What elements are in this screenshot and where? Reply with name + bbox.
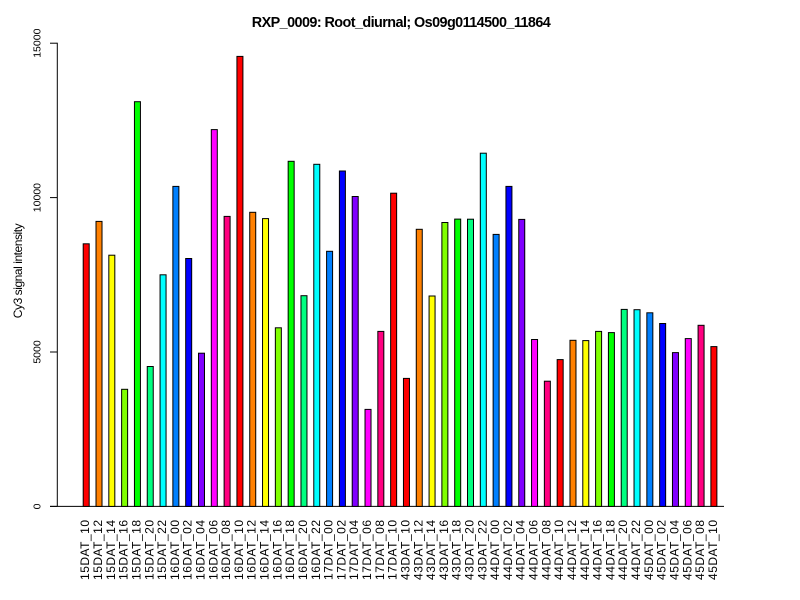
svg-text:44DAT_12: 44DAT_12 [565,520,579,580]
svg-text:16DAT_04: 16DAT_04 [193,520,207,580]
svg-text:15DAT_12: 15DAT_12 [91,520,105,580]
svg-text:15DAT_18: 15DAT_18 [129,520,143,580]
svg-text:16DAT_22: 16DAT_22 [309,520,323,580]
svg-text:16DAT_18: 16DAT_18 [283,520,297,580]
svg-text:44DAT_20: 44DAT_20 [616,520,630,580]
svg-text:Cy3 signal intensity: Cy3 signal intensity [11,223,25,318]
svg-text:44DAT_06: 44DAT_06 [527,520,541,580]
svg-text:45DAT_10: 45DAT_10 [706,520,720,580]
svg-text:17DAT_06: 17DAT_06 [360,520,374,580]
svg-text:16DAT_16: 16DAT_16 [270,520,284,580]
svg-text:17DAT_08: 17DAT_08 [373,520,387,580]
svg-text:17DAT_00: 17DAT_00 [322,520,336,580]
svg-text:17DAT_02: 17DAT_02 [334,520,348,580]
svg-text:15DAT_10: 15DAT_10 [78,520,92,580]
svg-text:16DAT_02: 16DAT_02 [181,520,195,580]
svg-text:44DAT_10: 44DAT_10 [552,520,566,580]
svg-text:16DAT_00: 16DAT_00 [168,520,182,580]
svg-text:44DAT_22: 44DAT_22 [629,520,643,580]
svg-text:16DAT_12: 16DAT_12 [245,520,259,580]
svg-text:44DAT_14: 44DAT_14 [578,520,592,580]
svg-text:44DAT_16: 44DAT_16 [591,520,605,580]
svg-text:44DAT_04: 44DAT_04 [514,520,528,580]
svg-text:45DAT_00: 45DAT_00 [642,520,656,580]
svg-text:16DAT_14: 16DAT_14 [258,520,272,580]
svg-text:44DAT_08: 44DAT_08 [539,520,553,580]
svg-text:45DAT_08: 45DAT_08 [693,520,707,580]
svg-text:43DAT_20: 43DAT_20 [463,520,477,580]
svg-text:44DAT_18: 44DAT_18 [603,520,617,580]
svg-text:0: 0 [31,503,43,509]
svg-text:45DAT_02: 45DAT_02 [655,520,669,580]
svg-text:43DAT_22: 43DAT_22 [475,520,489,580]
svg-text:45DAT_04: 45DAT_04 [667,520,681,580]
svg-text:45DAT_06: 45DAT_06 [680,520,694,580]
svg-text:RXP_0009: Root_diurnal; Os09g0: RXP_0009: Root_diurnal; Os09g0114500_118… [252,15,551,31]
svg-text:43DAT_16: 43DAT_16 [437,520,451,580]
svg-text:16DAT_20: 16DAT_20 [296,520,310,580]
svg-text:43DAT_18: 43DAT_18 [450,520,464,580]
svg-text:17DAT_10: 17DAT_10 [386,520,400,580]
svg-text:17DAT_04: 17DAT_04 [347,520,361,580]
svg-text:15DAT_22: 15DAT_22 [155,520,169,580]
svg-text:16DAT_10: 16DAT_10 [232,520,246,580]
svg-text:15DAT_14: 15DAT_14 [104,520,118,580]
svg-text:43DAT_12: 43DAT_12 [411,520,425,580]
svg-text:15DAT_20: 15DAT_20 [142,520,156,580]
svg-text:15000: 15000 [31,28,43,57]
svg-text:16DAT_08: 16DAT_08 [219,520,233,580]
svg-text:44DAT_02: 44DAT_02 [501,520,515,580]
svg-text:43DAT_10: 43DAT_10 [398,520,412,580]
svg-text:43DAT_14: 43DAT_14 [424,520,438,580]
svg-text:5000: 5000 [31,340,43,364]
svg-text:15DAT_16: 15DAT_16 [117,520,131,580]
svg-text:44DAT_00: 44DAT_00 [488,520,502,580]
svg-text:10000: 10000 [31,183,43,212]
svg-text:16DAT_06: 16DAT_06 [206,520,220,580]
